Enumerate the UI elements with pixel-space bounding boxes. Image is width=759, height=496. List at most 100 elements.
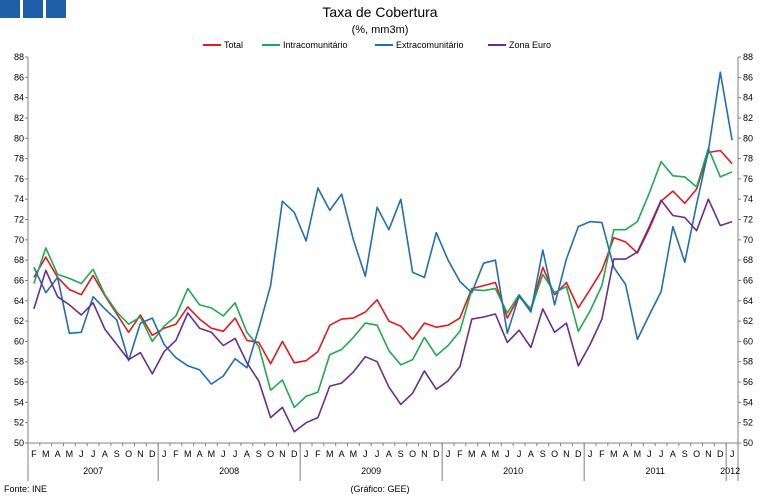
y-tick-label-right: 76 xyxy=(743,174,753,184)
x-tick-label: F xyxy=(599,449,605,459)
x-tick-label: F xyxy=(31,449,37,459)
chart-subtitle: (%, mm3m) xyxy=(352,24,409,36)
x-tick-label: F xyxy=(457,449,463,459)
x-tick-label: J xyxy=(79,449,84,459)
legend-label: Total xyxy=(224,40,243,50)
x-tick-label: D xyxy=(433,449,440,459)
x-tick-label: J xyxy=(162,449,167,459)
y-tick-label-left: 84 xyxy=(14,93,24,103)
x-tick-label: M xyxy=(492,449,500,459)
legend-label: Zona Euro xyxy=(509,40,551,50)
x-tick-label: O xyxy=(409,449,416,459)
legend-label: Intracomunitário xyxy=(283,40,348,50)
series-line-zona-euro xyxy=(33,198,733,433)
y-tick-label-right: 50 xyxy=(743,438,753,448)
x-tick-label: N xyxy=(279,449,286,459)
y-tick-label-right: 58 xyxy=(743,357,753,367)
x-tick-label: A xyxy=(670,449,676,459)
x-tick-label: M xyxy=(610,449,618,459)
y-tick-label-left: 86 xyxy=(14,72,24,82)
y-tick-label-right: 56 xyxy=(743,377,753,387)
year-label: 2008 xyxy=(219,466,239,476)
y-tick-label-left: 52 xyxy=(14,418,24,428)
x-tick-label: J xyxy=(659,449,664,459)
x-tick-label: M xyxy=(66,449,74,459)
x-tick-label: N xyxy=(137,449,144,459)
x-tick-label: S xyxy=(114,449,120,459)
x-tick-label: D xyxy=(149,449,156,459)
x-tick-label: S xyxy=(682,449,688,459)
credit-note: (Gráfico: GEE) xyxy=(350,484,409,494)
x-tick-label: D xyxy=(291,449,298,459)
y-tick-label-right: 82 xyxy=(743,113,753,123)
y-tick-label-right: 70 xyxy=(743,235,753,245)
x-tick-label: M xyxy=(468,449,476,459)
chart-title: Taxa de Cobertura xyxy=(322,4,437,20)
y-tick-label-left: 54 xyxy=(14,397,24,407)
year-label: 2010 xyxy=(503,466,523,476)
x-tick-label: F xyxy=(315,449,321,459)
y-tick-label-left: 60 xyxy=(14,336,24,346)
x-tick-label: J xyxy=(91,449,96,459)
x-tick-label: J xyxy=(446,449,451,459)
x-tick-label: J xyxy=(221,449,226,459)
series-group xyxy=(33,71,733,433)
y-tick-label-right: 64 xyxy=(743,296,753,306)
y-tick-label-left: 88 xyxy=(14,52,24,62)
x-tick-label: S xyxy=(540,449,546,459)
x-tick-label: M xyxy=(634,449,642,459)
y-tick-label-right: 84 xyxy=(743,93,753,103)
x-tick-label: M xyxy=(42,449,50,459)
y-tick-label-left: 58 xyxy=(14,357,24,367)
y-tick-label-right: 54 xyxy=(743,397,753,407)
logo-square-3 xyxy=(46,0,66,18)
x-tick-label: D xyxy=(575,449,582,459)
x-tick-label: J xyxy=(375,449,380,459)
x-tick-label: N xyxy=(421,449,428,459)
x-tick-label: O xyxy=(125,449,132,459)
logo-square-1 xyxy=(0,0,20,18)
x-tick-label: A xyxy=(528,449,534,459)
year-label: 2007 xyxy=(83,466,103,476)
y-tick-label-left: 50 xyxy=(14,438,24,448)
y-tick-label-right: 72 xyxy=(743,215,753,225)
x-tick-label: F xyxy=(173,449,179,459)
y-tick-label-right: 68 xyxy=(743,255,753,265)
y-tick-label-left: 56 xyxy=(14,377,24,387)
x-tick-label: N xyxy=(563,449,570,459)
x-tick-label: J xyxy=(505,449,510,459)
x-tick-label: J xyxy=(588,449,593,459)
y-tick-label-right: 80 xyxy=(743,133,753,143)
legend: Total Intracomunitário Extracomunitário Zon… xyxy=(203,40,551,50)
x-tick-label: J xyxy=(363,449,368,459)
x-tick-label: D xyxy=(717,449,724,459)
y-tick-label-left: 64 xyxy=(14,296,24,306)
y-tick-label-right: 60 xyxy=(743,336,753,346)
x-tick-label: A xyxy=(197,449,203,459)
year-label: 2011 xyxy=(645,466,664,476)
x-tick-label: A xyxy=(102,449,108,459)
series-line-extracomunit-rio xyxy=(33,71,733,385)
x-tick-label: M xyxy=(184,449,192,459)
year-label: 2012 xyxy=(720,466,740,476)
y-tick-label-right: 86 xyxy=(743,72,753,82)
x-tick-label: A xyxy=(386,449,392,459)
series-line-total xyxy=(33,149,733,365)
x-tick-label: A xyxy=(481,449,487,459)
x-tick-label: M xyxy=(326,449,334,459)
x-tick-label: M xyxy=(208,449,216,459)
source-note: Fonte: INE xyxy=(4,484,47,494)
x-tick-label: S xyxy=(256,449,262,459)
y-tick-label-left: 66 xyxy=(14,275,24,285)
y-tick-label-right: 74 xyxy=(743,194,753,204)
series-line-intracomunit-rio xyxy=(33,147,733,409)
x-tick-label: J xyxy=(647,449,652,459)
x-tick-label: A xyxy=(623,449,629,459)
y-tick-label-left: 70 xyxy=(14,235,24,245)
x-tick-label: A xyxy=(339,449,345,459)
x-tick-label: N xyxy=(705,449,712,459)
x-tick-label: O xyxy=(551,449,558,459)
y-tick-label-right: 88 xyxy=(743,52,753,62)
y-tick-label-right: 62 xyxy=(743,316,753,326)
